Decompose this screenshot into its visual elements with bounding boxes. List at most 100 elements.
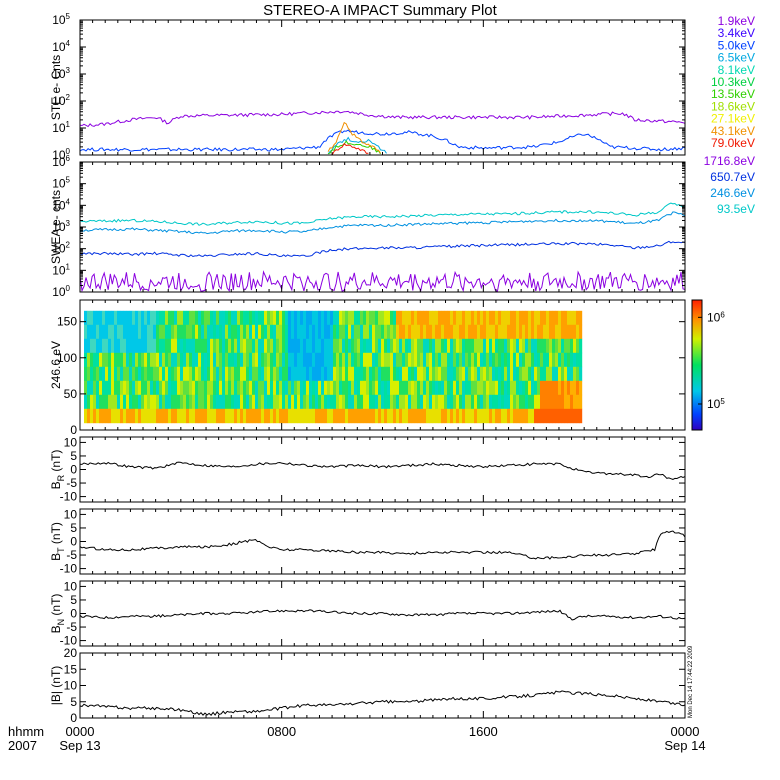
heatmap-cell [381,408,385,424]
heatmap-cell [399,380,403,396]
heatmap-cell [489,394,493,410]
heatmap-cell [327,338,331,354]
heatmap-cell [351,352,355,368]
y-axis-label: BN (nT) [49,594,66,634]
heatmap-cell [132,310,136,326]
series-line [79,129,686,152]
heatmap-cell [126,408,130,424]
series-line [79,240,686,258]
heatmap-cell [135,366,139,382]
heatmap-cell [102,408,106,424]
heatmap-cell [507,338,511,354]
heatmap-cell [354,380,358,396]
heatmap-cell [225,380,229,396]
heatmap-cell [294,380,298,396]
heatmap-cell [450,338,454,354]
heatmap-cell [576,380,580,396]
heatmap-cell [558,408,562,424]
heatmap-cell [465,366,469,382]
heatmap-cell [174,366,178,382]
heatmap-cell [513,338,517,354]
heatmap-cell [543,394,547,410]
heatmap-cell [279,394,283,410]
heatmap-cell [309,380,313,396]
heatmap-cell [468,352,472,368]
heatmap-cell [426,366,430,382]
heatmap-cell [135,408,139,424]
heatmap-cell [555,380,559,396]
heatmap-cell [285,408,289,424]
heatmap-cell [357,366,361,382]
heatmap-cell [513,352,517,368]
heatmap-cell [108,366,112,382]
heatmap-cell [183,310,187,326]
heatmap-cell [174,310,178,326]
heatmap-cell [486,338,490,354]
heatmap-cell [144,366,148,382]
heatmap-cell [303,324,307,340]
heatmap-cell [432,408,436,424]
heatmap-cell [417,366,421,382]
heatmap-cell [204,310,208,326]
x-tick-label: 0000 [671,724,700,739]
heatmap-cell [90,324,94,340]
heatmap-cell [114,324,118,340]
heatmap-cell [558,338,562,354]
heatmap-cell [309,310,313,326]
heatmap-cell [198,380,202,396]
heatmap-cell [177,380,181,396]
heatmap-cell [156,324,160,340]
heatmap-cell [513,380,517,396]
heatmap-cell [117,338,121,354]
heatmap-cell [510,408,514,424]
heatmap-cell [423,310,427,326]
heatmap-cell [552,408,556,424]
heatmap-cell [366,408,370,424]
heatmap-cell [231,310,235,326]
heatmap-cell [120,310,124,326]
heatmap-cell [414,394,418,410]
heatmap-cell [162,324,166,340]
heatmap-cell [489,366,493,382]
heatmap-cell [225,338,229,354]
heatmap-cell [111,310,115,326]
heatmap-cell [315,324,319,340]
heatmap-cell [570,352,574,368]
heatmap-cell [114,366,118,382]
heatmap-cell [363,338,367,354]
heatmap-cell [402,366,406,382]
heatmap-cell [306,324,310,340]
heatmap-cell [243,324,247,340]
heatmap-cell [192,380,196,396]
heatmap-cell [183,338,187,354]
heatmap-cell [318,324,322,340]
heatmap-cell [417,380,421,396]
heatmap-cell [369,366,373,382]
y-tick-label: -5 [66,476,77,490]
heatmap-cell [246,408,250,424]
heatmap-cell [273,324,277,340]
heatmap-cell [375,366,379,382]
heatmap-cell [432,366,436,382]
heatmap-cell [237,324,241,340]
heatmap-cell [156,408,160,424]
heatmap-cell [372,394,376,410]
heatmap-cell [267,408,271,424]
heatmap-cell [186,408,190,424]
heatmap-cell [237,408,241,424]
heatmap-cell [231,380,235,396]
heatmap-cell [438,352,442,368]
heatmap-cell [483,324,487,340]
heatmap-cell [315,352,319,368]
heatmap-cell [297,380,301,396]
heatmap-cell [270,366,274,382]
heatmap-cell [420,352,424,368]
heatmap-cell [99,352,103,368]
heatmap-cell [540,366,544,382]
heatmap-cell [450,408,454,424]
heatmap-cell [405,394,409,410]
heatmap-cell [282,380,286,396]
heatmap-cell [273,338,277,354]
heatmap-cell [477,366,481,382]
heatmap-cell [540,408,544,424]
